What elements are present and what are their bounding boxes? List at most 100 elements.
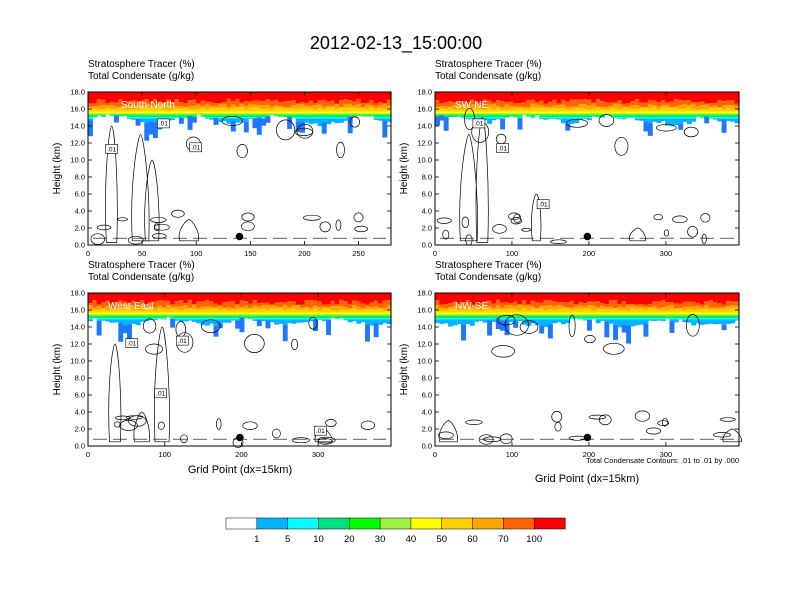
tracer-shade — [721, 109, 727, 112]
y-tick-label: 2.0 — [75, 224, 85, 233]
tracer-shade — [295, 109, 301, 112]
tracer-shade — [643, 316, 649, 319]
y-tick-label: 0.0 — [422, 241, 432, 250]
tracer-shade — [92, 293, 98, 301]
tracer-shade — [704, 314, 710, 316]
x-tick-label: 0 — [433, 450, 437, 459]
panel-title-line1: Stratosphere Tracer (%) — [435, 260, 542, 271]
tracer-shade — [604, 321, 610, 338]
tracer-shade — [183, 314, 189, 316]
tracer-shade — [482, 314, 488, 316]
tracer-shade — [256, 312, 262, 315]
tracer-shade — [165, 114, 171, 116]
tracer-shade — [152, 111, 158, 114]
tracer-shade — [144, 107, 150, 112]
tracer-shade — [183, 113, 189, 115]
tracer-shade — [313, 316, 319, 319]
tracer-shade — [630, 114, 636, 116]
tracer-shade — [647, 92, 653, 100]
tracer-shade — [569, 307, 575, 310]
tracer-shade — [621, 318, 627, 320]
tracer-shade — [352, 101, 357, 106]
tracer-shade — [652, 113, 658, 115]
tracer-shade — [360, 316, 366, 319]
tracer-shade — [334, 114, 340, 116]
contour-line — [634, 410, 651, 422]
tracer-shade — [304, 113, 310, 115]
tracer-shade — [300, 316, 306, 319]
tracer-shade — [261, 109, 267, 112]
tracer-shade — [647, 117, 653, 119]
tracer-shade — [487, 111, 493, 114]
tracer-shade — [725, 118, 731, 122]
contour-line — [438, 420, 458, 443]
tracer-shade — [452, 114, 458, 116]
tracer-shade — [678, 118, 684, 125]
tracer-shade — [678, 92, 684, 101]
tracer-shade — [261, 117, 267, 119]
tracer-shade — [582, 306, 588, 309]
tracer-shade — [656, 109, 662, 112]
tracer-shade — [100, 99, 106, 106]
tracer-shade — [665, 111, 671, 114]
tracer-shade — [539, 293, 545, 303]
tracer-shade — [321, 293, 327, 305]
tracer-shade — [339, 316, 344, 319]
tracer-shade — [88, 312, 93, 315]
tracer-shade — [365, 115, 370, 117]
tracer-shade — [613, 300, 618, 309]
tracer-shade — [365, 102, 370, 105]
tracer-shade — [269, 111, 275, 114]
tracer-shade — [183, 319, 189, 322]
tracer-shade — [300, 314, 306, 316]
tracer-shade — [669, 293, 675, 303]
tracer-shade — [621, 111, 627, 114]
tracer-shade — [222, 315, 228, 317]
tracer-shade — [578, 315, 584, 317]
tracer-shade — [352, 114, 357, 116]
tracer-shade — [482, 113, 488, 115]
tracer-shade — [113, 318, 119, 320]
tracer-shade — [113, 111, 119, 114]
tracer-shade — [491, 310, 497, 313]
tracer-shade — [469, 99, 475, 107]
tracer-shade — [308, 108, 314, 112]
tracer-shade — [513, 106, 519, 109]
tracer-shade — [334, 109, 340, 112]
tracer-shade — [500, 312, 506, 315]
tracer-shade — [191, 319, 197, 322]
contour-label-box — [496, 143, 509, 153]
tracer-shade — [647, 316, 653, 319]
tracer-shade — [678, 105, 684, 110]
tracer-shade — [573, 318, 579, 319]
tracer-shade — [556, 316, 562, 319]
tracer-shade — [461, 302, 466, 306]
tracer-shade — [652, 308, 658, 313]
tracer-shade — [712, 111, 718, 114]
tracer-shade — [243, 118, 249, 122]
tracer-shade — [630, 304, 636, 306]
tracer-shade — [573, 308, 579, 313]
tracer-shade — [569, 108, 575, 112]
tracer-shade — [678, 115, 684, 118]
tracer-shade — [656, 111, 662, 114]
tracer-shade — [174, 316, 180, 319]
tracer-shade — [465, 118, 471, 120]
tracer-shade — [256, 117, 262, 135]
tracer-shade — [652, 318, 658, 320]
tracer-shade — [686, 111, 692, 114]
tracer-shade — [269, 100, 275, 107]
tracer-shade — [295, 117, 301, 119]
tracer-shade — [213, 106, 219, 109]
tracer-shade — [378, 101, 383, 106]
tracer-shade — [386, 118, 392, 122]
tracer-shade — [386, 305, 392, 311]
contour-line — [144, 159, 160, 242]
tracer-shade — [378, 113, 383, 115]
tracer-shade — [456, 314, 462, 316]
tracer-shade — [165, 315, 171, 317]
tracer-shade — [178, 316, 184, 319]
tracer-shade — [560, 92, 566, 100]
tracer-shade — [613, 114, 618, 116]
tracer-shade — [560, 111, 566, 114]
